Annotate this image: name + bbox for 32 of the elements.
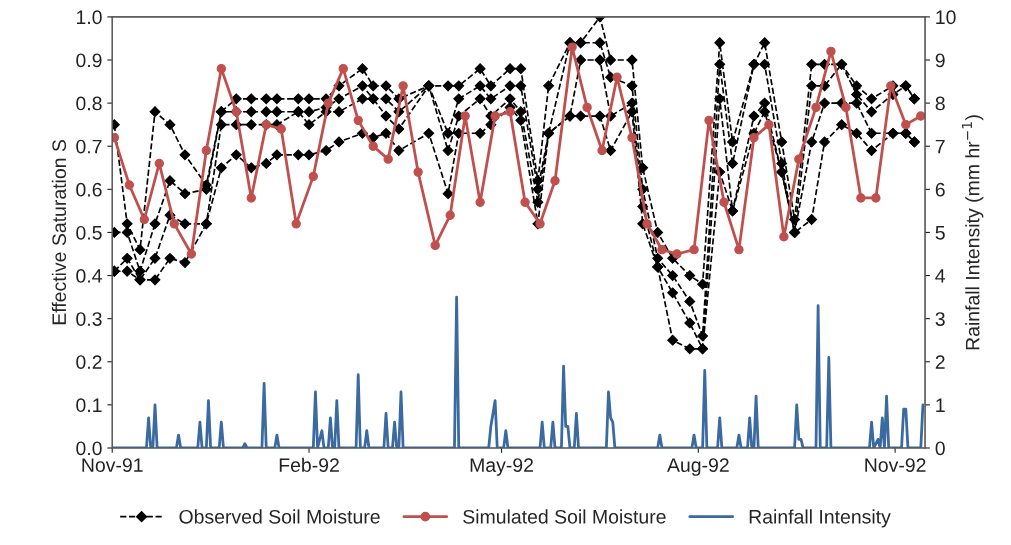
y-tick-label: 0.2: [76, 355, 102, 370]
legend-label: Observed Soil Moisture: [179, 509, 380, 524]
y-axis-title: Effective Saturation S: [51, 140, 67, 325]
y2-tick-label: 4: [935, 269, 946, 283]
y2-tick-label: 1: [936, 398, 945, 412]
y-tick-label: 0.4: [76, 269, 102, 283]
x-tick-label: Nov-92: [865, 458, 926, 472]
legend-label: Rainfall Intensity: [749, 509, 891, 528]
y-tick-label: 0.3: [76, 312, 102, 326]
y2-tick-label: 6: [935, 182, 945, 197]
y2-tick-label: 2: [935, 355, 945, 369]
x-tick-label: May-92: [470, 458, 533, 476]
y-tick-label: 0.5: [76, 225, 102, 240]
legend-label: Simulated Soil Moisture: [463, 509, 666, 524]
y2-tick-label: 0: [935, 441, 945, 456]
y2-tick-label: 9: [935, 53, 945, 68]
y2-axis-title: Rainfall Intensity (mm hr$^{−1}$): [961, 115, 984, 350]
y-tick-label: 1.0: [76, 10, 102, 25]
y-tick-label: 0.1: [76, 398, 102, 413]
y-tick-label: 0.0: [76, 441, 102, 456]
y-tick-label: 0.7: [76, 139, 102, 154]
x-tick-label: Aug-92: [667, 458, 729, 476]
y2-tick-label: 10: [936, 10, 956, 25]
y2-tick-label: 5: [935, 226, 945, 240]
y-tick-label: 0.9: [76, 53, 102, 68]
y2-tick-label: 7: [935, 139, 945, 154]
y2-tick-label: 8: [935, 96, 945, 111]
x-tick-label: Nov-91: [82, 458, 143, 472]
y-tick-label: 0.8: [76, 96, 102, 111]
y-tick-label: 0.6: [76, 182, 102, 197]
y2-tick-label: 3: [935, 312, 945, 326]
x-tick-label: Feb-92: [279, 457, 339, 472]
